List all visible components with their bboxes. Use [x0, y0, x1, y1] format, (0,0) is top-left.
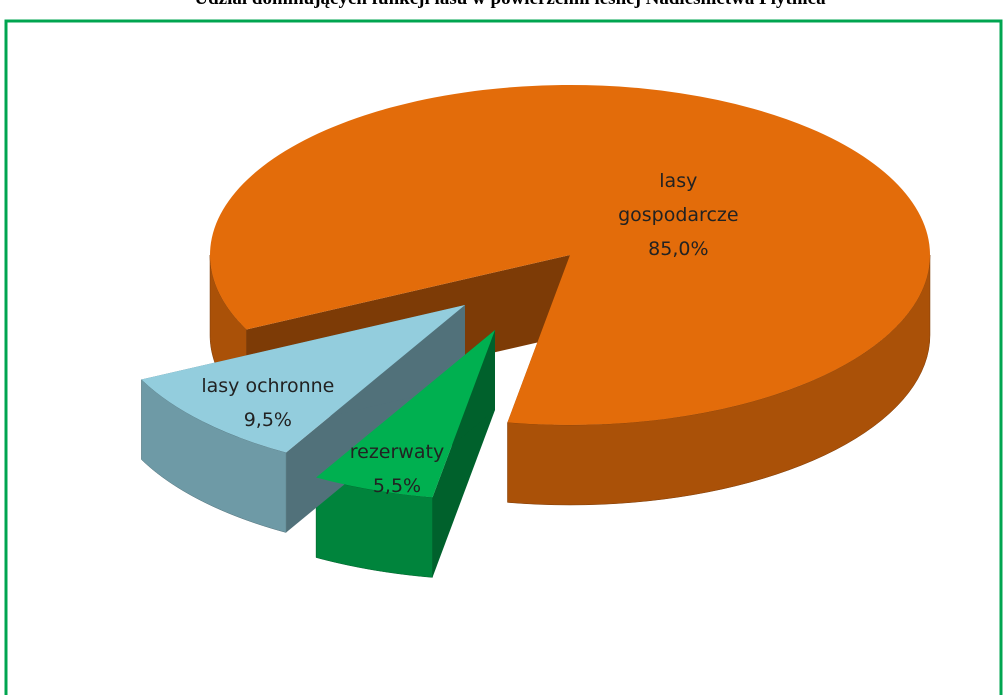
slice-labels: lasy gospodarcze 85,0% rezerwaty 5,5% lasy oc… [201, 170, 738, 497]
slice-category-word: gospodarcze [618, 204, 738, 226]
slice-category-word: lasy [659, 170, 697, 192]
slice-value: 9,5% [244, 409, 292, 431]
slice-category: lasy ochronne [201, 375, 334, 397]
slice-label: rezerwaty 5,5% [350, 441, 444, 497]
slice-value: 5,5% [373, 475, 421, 497]
slice-label: lasy gospodarcze 85,0% [618, 170, 738, 260]
slice [141, 305, 465, 453]
chart-title: Udział dominujących funkcji lasu w powie… [194, 0, 826, 9]
pie: lasy gospodarcze 85,0% rezerwaty 5,5% lasy oc… [141, 85, 931, 578]
slice-category: rezerwaty [350, 441, 444, 463]
chart-border [4, 19, 1003, 695]
slice [210, 85, 930, 426]
slice [316, 330, 495, 498]
slice-label: lasy ochronne 9,5% [201, 375, 334, 431]
slice-value: 85,0% [648, 238, 708, 260]
slice-tops [141, 85, 930, 498]
